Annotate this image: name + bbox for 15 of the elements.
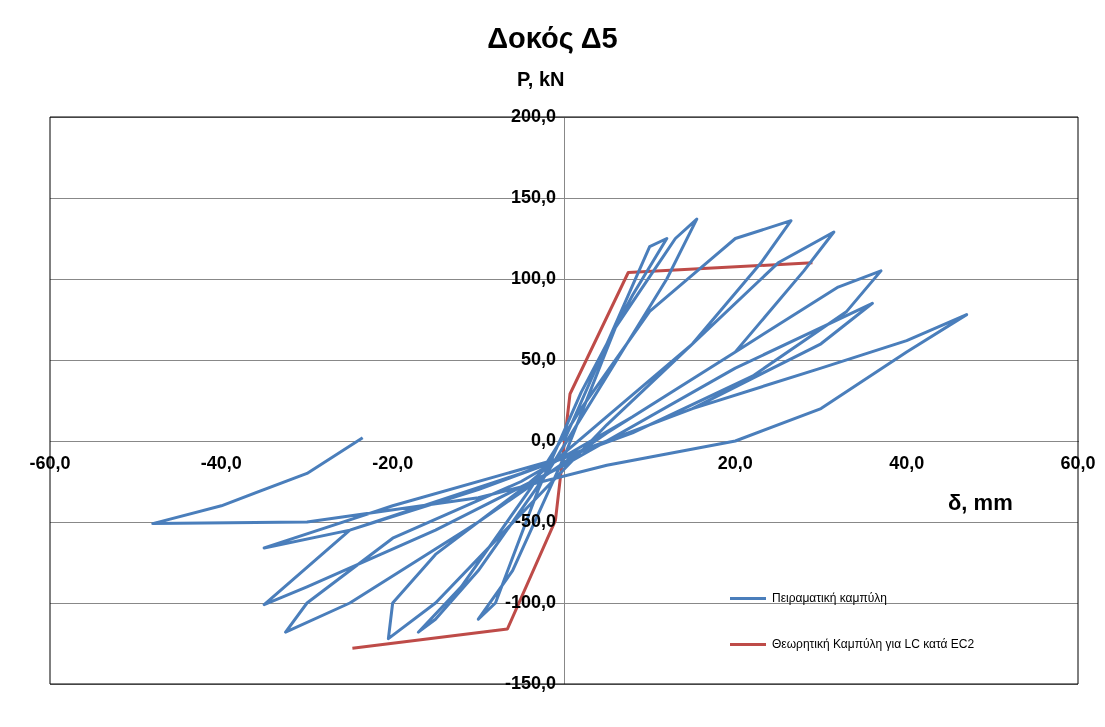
legend-label: Θεωρητική Καμπύλη για LC κατά EC2 — [772, 637, 975, 651]
chart-title: Δοκός Δ5 — [486, 22, 619, 55]
y-tick-label: 50,0 — [520, 348, 556, 369]
y-tick-label: 100,0 — [510, 267, 556, 288]
x-axis-title: δ, mm — [948, 490, 1013, 516]
x-tick-label: -40,0 — [200, 452, 242, 473]
x-tick-label: 20,0 — [717, 452, 753, 473]
y-axis-title: P, kN — [517, 68, 565, 91]
y-tick-label: 0,0 — [530, 429, 556, 450]
x-tick-label: 60,0 — [1060, 452, 1096, 473]
legend-label: Πειραματική καμπύλη — [772, 591, 887, 605]
y-tick-label: 150,0 — [510, 186, 556, 207]
x-tick-label: 40,0 — [889, 452, 925, 473]
x-tick-label: -20,0 — [372, 452, 414, 473]
x-tick-label: -60,0 — [29, 452, 71, 473]
